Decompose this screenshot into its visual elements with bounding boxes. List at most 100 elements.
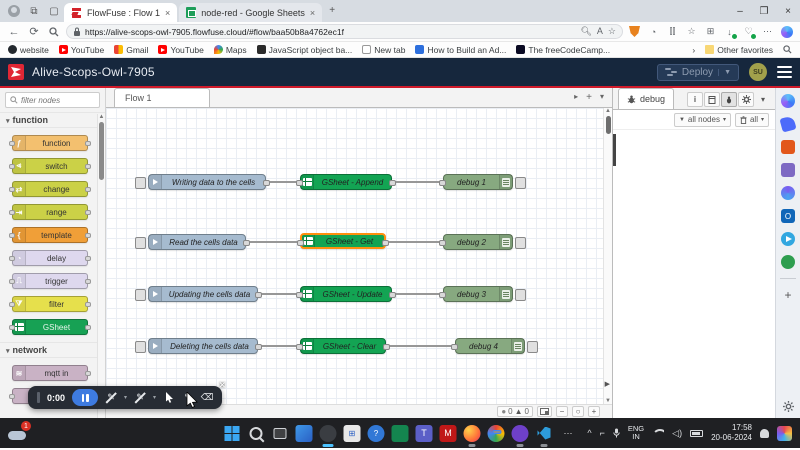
debug-toggle-button[interactable] [527,341,538,353]
debug-node[interactable]: debug 1 [439,174,526,190]
microphone-icon[interactable] [613,428,620,438]
highlighter-dropdown-icon[interactable]: ▾ [153,395,157,401]
vscode-icon[interactable] [536,425,553,447]
task-view-button[interactable] [272,425,289,442]
inject-node[interactable]: Read the cells data [135,234,250,250]
bookmark-new-tab[interactable]: New tab [362,45,405,55]
bookmark-youtube[interactable]: YouTube [58,45,104,55]
pause-button[interactable] [72,389,99,406]
gsheet-update-node[interactable]: GSheet - Update [296,286,396,302]
filter-nodes-dropdown[interactable]: ▼ all nodes ▾ [673,112,731,127]
search-icon[interactable] [46,24,62,40]
bookmark-freecodecamp[interactable]: The freeCodeCamp... [516,45,610,55]
outlook-icon[interactable]: O [781,209,795,223]
close-recorder-icon[interactable]: ✕ [218,380,227,390]
drag-handle[interactable] [37,392,40,403]
tab-close-icon[interactable]: × [309,7,316,18]
palette-node-gsheet[interactable]: GSheet [9,319,91,335]
debug-tab-icon[interactable] [721,92,737,107]
battery-icon[interactable] [690,429,704,437]
debug-node[interactable]: debug 2 [439,234,526,250]
canvas-vertical-scrollbar[interactable]: ▲ ▼ [603,108,612,404]
inject-node[interactable]: Deleting the cells data [135,338,262,354]
wifi-icon[interactable] [652,429,664,437]
marker-dropdown-icon[interactable]: ▾ [124,395,128,401]
debug-toggle-button[interactable] [515,289,526,301]
favorite-star-icon[interactable]: ☆ [607,26,616,36]
user-avatar[interactable]: SU [749,63,767,81]
palette-node-switch[interactable]: ⪡ switch [9,158,91,174]
gsheet-append-node[interactable]: GSheet - Append [296,174,396,190]
copilot-icon[interactable] [781,94,795,108]
info-tab-icon[interactable]: i [687,92,703,107]
flow-tab[interactable]: Flow 1 [114,88,210,107]
notification-bell-icon[interactable] [760,428,769,438]
meet-icon[interactable] [391,424,409,442]
bookmark-gmail[interactable]: Gmail [114,45,148,55]
clock[interactable]: 17:58 20-06-2024 [711,423,752,442]
sidebar-settings-icon[interactable] [782,401,794,412]
highlighter-off-icon[interactable]: ✎ [134,392,146,404]
palette-node-function[interactable]: ƒ function [9,135,91,151]
quick-assist-icon[interactable]: ? [367,424,385,442]
inject-button[interactable] [135,289,146,301]
main-menu-icon[interactable] [777,65,792,79]
new-tab-button[interactable]: + [329,4,336,16]
telegram-icon[interactable] [781,232,795,246]
add-flow-button[interactable]: + [586,92,592,103]
refresh-icon[interactable]: ⟳ [29,26,39,38]
tab-list-icon[interactable]: ▸ [574,92,579,101]
inject-node[interactable]: Writing data to the cells [135,174,270,190]
debug-toggle-button[interactable] [515,237,526,249]
microsoft365-people-icon[interactable] [781,163,795,177]
tray-app-icon[interactable] [777,425,792,441]
start-button[interactable] [224,425,241,442]
split-screen-icon[interactable]: ⫿⫿ [669,26,676,36]
notification-counts[interactable]: ● 0 ▲ 0 [497,406,533,417]
palette-node-delay[interactable]: ◔ delay [9,250,91,266]
firefox-icon[interactable] [463,424,481,447]
favorites-icon[interactable]: ☆ [687,26,696,36]
minimize-button[interactable]: – [737,5,743,17]
palette-node-trigger[interactable]: ⎍ trigger [9,273,91,289]
tab-menu-icon[interactable]: ▾ [599,92,604,101]
palette-node-template[interactable]: {template [9,227,91,243]
bookmark-how-to-build[interactable]: How to Build an Ad... [415,45,506,55]
github-desktop-icon[interactable] [511,424,529,447]
palette-filter-input[interactable] [21,95,91,105]
palette-node-change[interactable]: ⇄ change [9,181,91,197]
other-favorites[interactable]: Other favorites [705,45,773,55]
language-indicator[interactable]: ENG IN [627,423,645,441]
search-button[interactable] [248,425,265,442]
taskbar-overflow-icon[interactable]: ⋯ [563,427,573,438]
bookmark-youtube-2[interactable]: YouTube [158,45,204,55]
tab-actions-icon[interactable]: ▢ [49,5,59,17]
zoom-icon[interactable]: 🔍︎ [580,26,592,36]
inject-button[interactable] [135,237,146,249]
debug-tab[interactable]: debug [618,88,675,109]
zoom-reset-button[interactable]: ○ [572,406,584,417]
address-bar[interactable]: https://alive-scops-owl-7905.flowfuse.cl… [66,24,623,39]
bookmark-maps[interactable]: Maps [213,45,247,55]
metamask-icon[interactable] [627,24,642,39]
bookmarks-search-icon[interactable] [783,45,792,54]
help-tab-icon[interactable] [704,92,720,107]
bookmarks-overflow-icon[interactable]: › [692,44,696,55]
clear-messages-dropdown[interactable]: all ▾ [734,112,769,127]
inject-node[interactable]: Updating the cells data [135,286,262,302]
settings-menu-icon[interactable]: ⋯ [763,26,772,36]
flow-canvas[interactable]: Writing data to the cells GSheet - Appen… [106,108,612,404]
navigator-icon[interactable] [537,406,552,417]
back-icon[interactable]: ← [8,25,20,38]
inject-button[interactable] [135,341,146,353]
palette-node-filter[interactable]: ⧩ filter [9,296,91,312]
read-aloud-icon[interactable]: A [596,26,603,36]
shopping-tag-icon[interactable] [779,115,797,133]
gsheet-get-node-selected[interactable]: GSheet - Get [297,233,389,249]
edge-taskbar-icon[interactable] [319,424,337,447]
hidden-icons-chevron[interactable]: ^ [587,428,592,438]
chrome-icon[interactable] [487,424,505,442]
marker-off-icon[interactable]: ✎ [105,392,117,404]
cursor-tool-icon[interactable] [163,392,175,404]
teams-icon[interactable]: T [415,424,433,442]
